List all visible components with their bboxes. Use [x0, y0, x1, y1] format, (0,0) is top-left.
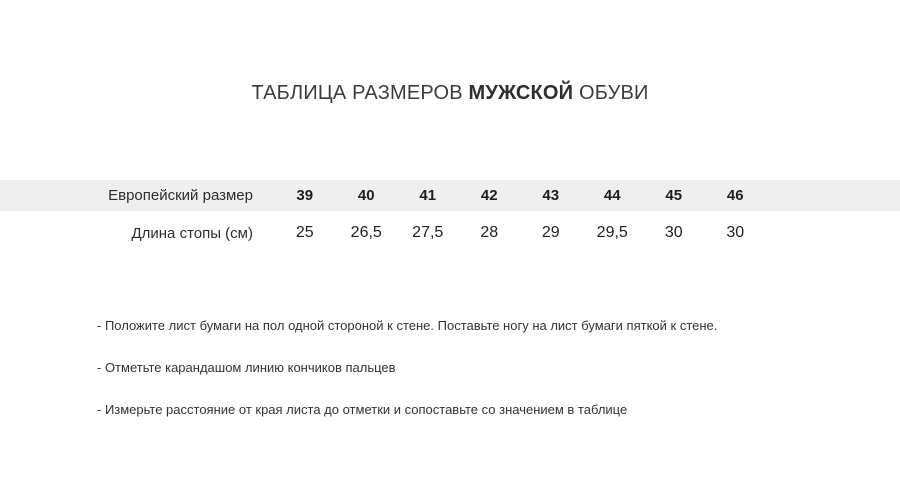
table-row-eu-size: Европейский размер 39 40 41 42 43 44 45 … [0, 180, 900, 211]
foot-length-cell: 30 [726, 224, 745, 241]
instructions-list: - Положите лист бумаги на пол одной стор… [97, 319, 717, 445]
eu-size-cell: 43 [542, 187, 560, 204]
eu-size-cell: 41 [419, 187, 437, 204]
foot-length-cell: 27,5 [412, 224, 444, 241]
eu-size-cell: 42 [480, 187, 498, 204]
foot-length-cell: 25 [295, 224, 314, 241]
title-prefix: ТАБЛИЦА РАЗМЕРОВ [251, 82, 469, 104]
size-table: Европейский размер 39 40 41 42 43 44 45 … [0, 180, 900, 255]
instruction-item: - Отметьте карандашом линию кончиков пал… [97, 360, 396, 375]
title-emphasis: МУЖСКОЙ [468, 82, 574, 104]
foot-length-cell: 29 [541, 224, 560, 241]
foot-length-cell: 29,5 [596, 224, 628, 241]
instruction-item: - Положите лист бумаги на пол одной стор… [97, 318, 718, 333]
eu-size-cell: 40 [357, 187, 375, 204]
page-title: ТАБЛИЦА РАЗМЕРОВ МУЖСКОЙ ОБУВИ [0, 82, 900, 105]
eu-size-cell: 46 [726, 187, 744, 204]
table-row-foot-length: Длина стопы (см) 25 26,5 27,5 28 29 29,5… [0, 211, 900, 255]
title-suffix: ОБУВИ [573, 82, 649, 104]
row-label-eu-size: Европейский размер [108, 187, 253, 204]
foot-length-cell: 28 [480, 224, 499, 241]
eu-size-cell: 45 [665, 187, 683, 204]
eu-size-cell: 39 [296, 187, 314, 204]
row-label-foot-length: Длина стопы (см) [131, 224, 253, 242]
foot-length-cell: 26,5 [350, 224, 382, 241]
eu-size-cell: 44 [603, 187, 621, 204]
instruction-item: - Измерьте расстояние от края листа до о… [97, 402, 628, 417]
foot-length-cell: 30 [664, 224, 683, 241]
